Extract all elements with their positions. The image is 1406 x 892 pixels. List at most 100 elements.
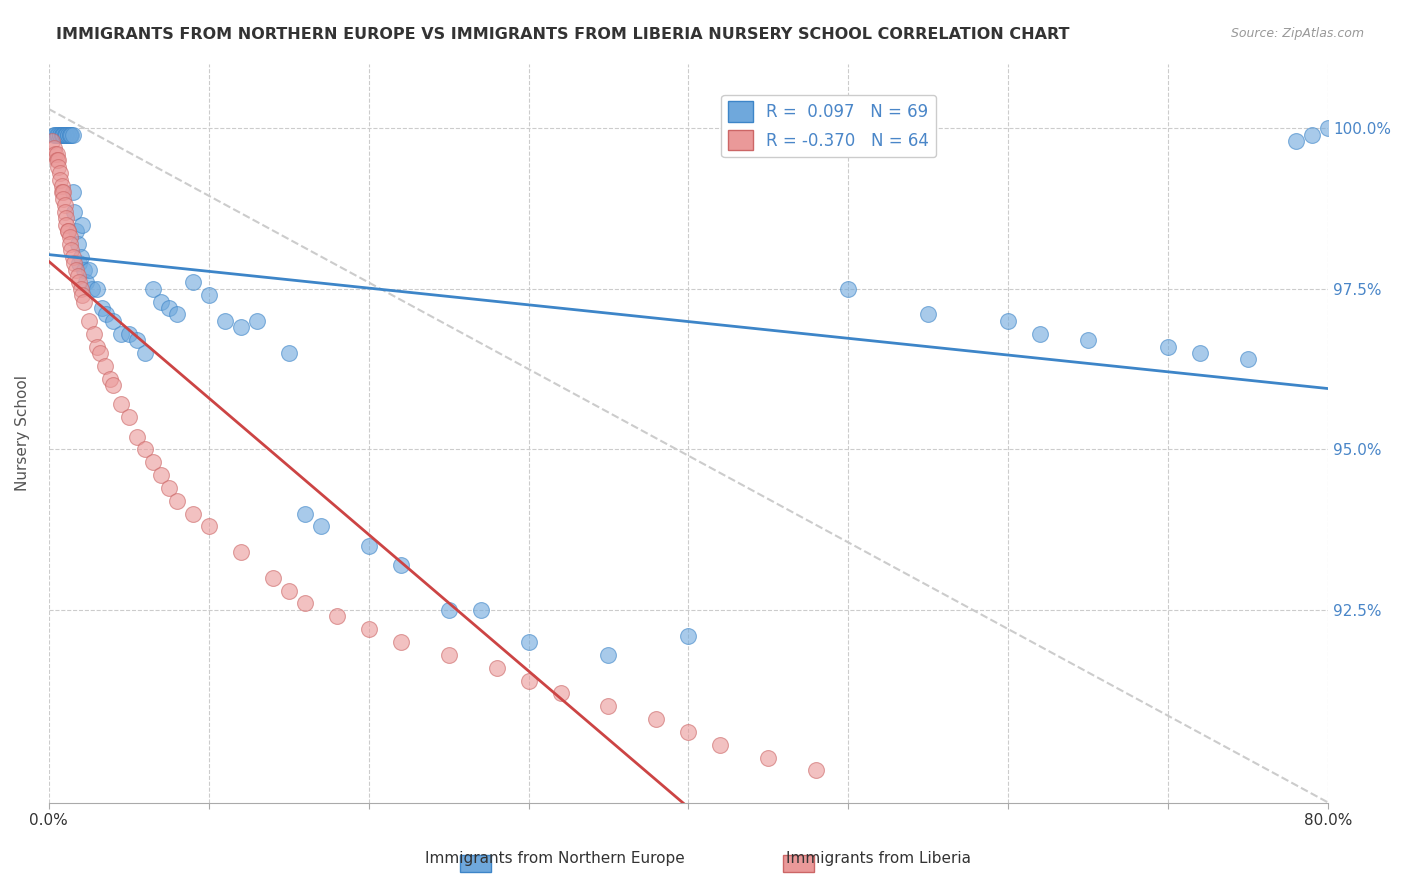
Point [58,128,80,142]
Point [1285,134,1308,148]
Point [77,262,100,277]
Point [58,230,80,244]
Point [517,673,540,688]
Point [67,256,90,270]
Point [134,346,156,360]
Point [67,276,90,290]
Point [157,481,180,495]
Point [197,519,219,533]
Point [73,262,96,277]
Text: Immigrants from Liberia: Immigrants from Liberia [786,852,972,866]
Point [56,224,79,238]
Point [69,250,91,264]
Point [214,314,236,328]
Point [1189,346,1212,360]
Point [69,282,91,296]
Point [66,268,89,283]
Point [53,204,76,219]
Point [42,128,65,142]
Point [55,218,77,232]
Point [550,686,572,700]
Point [60,244,83,258]
Point [709,738,731,752]
Point [53,198,76,212]
Point [598,699,620,714]
Point [58,236,80,251]
Point [118,410,141,425]
Point [52,186,75,200]
Point [63,204,86,219]
Point [46,160,69,174]
Point [262,571,284,585]
Point [49,172,72,186]
Point [46,153,69,168]
Point [118,326,141,341]
Point [166,308,188,322]
Point [142,282,165,296]
Point [101,314,124,328]
Point [58,128,80,142]
Point [60,128,83,142]
Point [45,128,67,142]
Point [470,603,492,617]
Text: IMMIGRANTS FROM NORTHERN EUROPE VS IMMIGRANTS FROM LIBERIA NURSERY SCHOOL CORREL: IMMIGRANTS FROM NORTHERN EUROPE VS IMMIG… [56,27,1070,42]
Point [56,224,79,238]
Point [53,128,76,142]
Point [134,442,156,457]
Point [86,340,108,354]
Point [277,346,299,360]
Point [44,128,66,142]
Point [55,211,77,226]
Point [42,140,65,154]
Point [166,493,188,508]
Point [49,166,72,180]
Point [645,712,668,726]
Point [65,224,87,238]
Point [98,372,121,386]
Point [125,333,148,347]
Point [49,128,72,142]
Point [1317,121,1340,136]
Point [55,128,77,142]
Point [357,622,380,636]
Point [45,153,67,168]
Point [44,147,66,161]
Point [294,507,316,521]
Point [56,128,79,142]
Point [86,282,108,296]
Point [997,314,1019,328]
Point [51,186,73,200]
Point [598,648,620,662]
Point [437,603,460,617]
Point [917,308,939,322]
Point [110,326,132,341]
Point [80,282,103,296]
Point [75,276,97,290]
Point [55,128,77,142]
Point [1237,352,1260,367]
Text: Source: ZipAtlas.com: Source: ZipAtlas.com [1230,27,1364,40]
Point [52,192,75,206]
Point [678,725,700,739]
Point [437,648,460,662]
Point [72,218,94,232]
Point [89,346,111,360]
Point [678,629,700,643]
Point [181,276,204,290]
Point [277,583,299,598]
Point [229,545,252,559]
Text: Immigrants from Northern Europe: Immigrants from Northern Europe [426,852,685,866]
Point [142,455,165,469]
Point [149,468,172,483]
Point [51,128,73,142]
Point [96,308,118,322]
Point [65,262,87,277]
Point [309,519,332,533]
Point [1301,128,1323,142]
Point [51,179,73,194]
Point [45,147,67,161]
Point [229,320,252,334]
Point [806,764,828,778]
Point [389,635,412,649]
Point [56,128,79,142]
